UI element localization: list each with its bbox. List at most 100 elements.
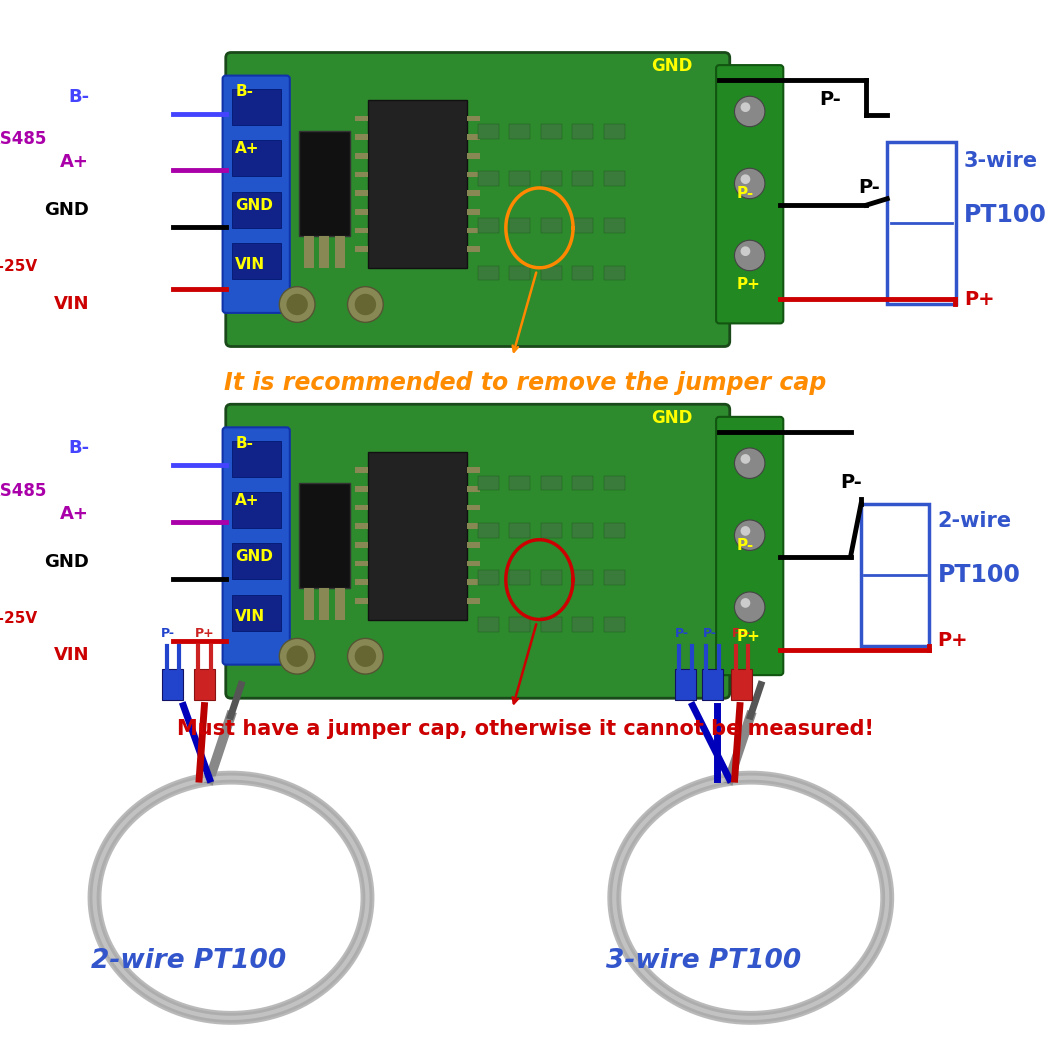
Bar xyxy=(861,504,929,646)
Bar xyxy=(604,218,625,233)
Bar xyxy=(467,580,480,585)
Bar xyxy=(675,669,696,700)
Text: GND: GND xyxy=(44,552,89,571)
Circle shape xyxy=(287,294,308,315)
Bar xyxy=(355,153,368,159)
Circle shape xyxy=(355,294,376,315)
Bar xyxy=(355,561,368,566)
Text: GND: GND xyxy=(44,201,89,219)
Text: P+: P+ xyxy=(737,277,761,292)
Bar xyxy=(355,542,368,548)
Bar xyxy=(355,134,368,140)
Bar xyxy=(304,588,314,619)
Bar xyxy=(232,544,280,580)
Bar xyxy=(509,476,530,490)
Circle shape xyxy=(355,646,376,667)
Text: VIN: VIN xyxy=(54,647,89,665)
Text: VIN: VIN xyxy=(235,609,266,624)
Text: P-: P- xyxy=(702,627,716,640)
Circle shape xyxy=(740,102,751,112)
Bar xyxy=(509,171,530,186)
Bar xyxy=(467,190,480,196)
Bar xyxy=(572,218,593,233)
Text: P-: P- xyxy=(819,90,841,109)
Bar xyxy=(299,483,350,588)
Text: VIN: VIN xyxy=(54,295,89,313)
Bar xyxy=(467,228,480,233)
Bar xyxy=(509,570,530,585)
Bar xyxy=(299,131,350,236)
Circle shape xyxy=(734,448,764,479)
Text: P+: P+ xyxy=(964,290,994,309)
Bar xyxy=(355,598,368,604)
Bar xyxy=(509,218,530,233)
Bar xyxy=(604,617,625,632)
Text: GND: GND xyxy=(235,197,273,213)
Bar xyxy=(319,588,330,619)
FancyBboxPatch shape xyxy=(226,404,730,698)
Bar xyxy=(355,467,368,472)
Text: DC 8-25V: DC 8-25V xyxy=(0,611,37,626)
Circle shape xyxy=(734,240,764,271)
Bar xyxy=(541,523,562,538)
FancyBboxPatch shape xyxy=(226,52,730,346)
Bar xyxy=(304,236,314,268)
Bar xyxy=(194,669,215,700)
Text: P+: P+ xyxy=(194,627,214,640)
Bar xyxy=(355,247,368,252)
Bar xyxy=(604,266,625,280)
Text: B-: B- xyxy=(68,439,89,458)
Text: P-: P- xyxy=(737,538,754,553)
Text: P-: P- xyxy=(161,627,174,640)
Text: P-: P- xyxy=(840,474,862,492)
Bar xyxy=(604,570,625,585)
Circle shape xyxy=(740,526,751,536)
Bar xyxy=(604,523,625,538)
Bar xyxy=(467,505,480,510)
Bar xyxy=(355,505,368,510)
Bar xyxy=(478,266,499,280)
Text: A+: A+ xyxy=(235,492,259,508)
Circle shape xyxy=(740,598,751,608)
Bar xyxy=(232,141,280,176)
Bar xyxy=(368,452,467,620)
Bar xyxy=(355,190,368,196)
Text: P-: P- xyxy=(737,186,754,202)
FancyBboxPatch shape xyxy=(223,76,290,313)
Bar xyxy=(232,192,280,228)
Text: P-: P- xyxy=(675,627,689,640)
Bar xyxy=(355,486,368,491)
Bar xyxy=(478,617,499,632)
Text: Must have a jumper cap, otherwise it cannot be measured!: Must have a jumper cap, otherwise it can… xyxy=(176,719,874,739)
Bar xyxy=(541,476,562,490)
Bar xyxy=(478,523,499,538)
Text: 2-wire PT100: 2-wire PT100 xyxy=(91,948,287,973)
Bar xyxy=(509,124,530,139)
Circle shape xyxy=(734,97,764,127)
Bar xyxy=(732,669,753,700)
Circle shape xyxy=(740,247,751,256)
Bar xyxy=(467,523,480,529)
Bar xyxy=(467,561,480,566)
Bar xyxy=(355,209,368,214)
Bar xyxy=(355,523,368,529)
Bar xyxy=(604,476,625,490)
Text: GND: GND xyxy=(651,58,693,76)
Bar xyxy=(541,171,562,186)
Bar xyxy=(541,124,562,139)
Bar xyxy=(478,476,499,490)
Bar xyxy=(604,171,625,186)
Bar xyxy=(335,588,344,619)
Bar xyxy=(467,467,480,472)
Bar xyxy=(232,492,280,528)
Bar xyxy=(541,617,562,632)
Bar xyxy=(467,134,480,140)
Circle shape xyxy=(734,520,764,550)
Bar xyxy=(887,142,956,304)
Bar xyxy=(232,243,280,279)
Bar xyxy=(467,486,480,491)
Bar xyxy=(572,171,593,186)
Text: P-: P- xyxy=(858,177,880,196)
Circle shape xyxy=(279,638,315,674)
Bar xyxy=(232,441,280,477)
